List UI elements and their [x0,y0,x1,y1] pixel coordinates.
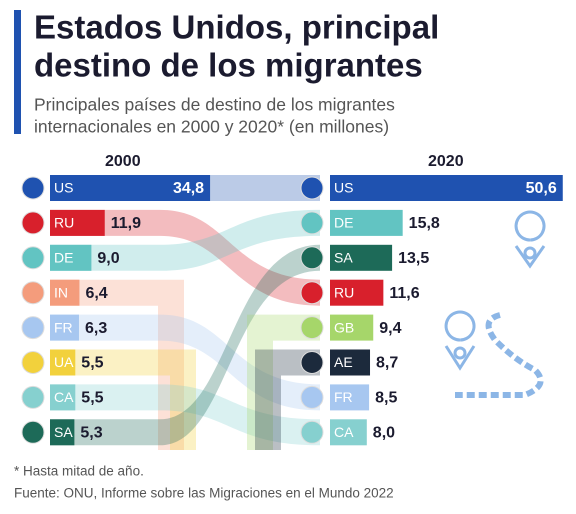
value-label: 5,3 [80,425,102,442]
note: * Hasta mitad de año. [14,464,144,479]
country-code: GB [334,319,354,335]
country-code: UA [54,354,74,370]
value-label: 5,5 [81,355,103,372]
bar [50,209,105,236]
country-code: SA [334,250,353,266]
bar [50,175,211,201]
flag [300,420,324,444]
subtitle: internacionales en 2000 y 2020* (en mill… [34,117,389,137]
country-code: AE [334,354,353,370]
accent-bar [14,10,21,134]
country-code: RU [54,215,74,231]
flag [300,246,324,270]
country-code: SA [54,424,73,440]
value-label: 15,8 [409,215,440,232]
ribbon [50,349,196,450]
flag [21,351,45,374]
bar [50,349,76,376]
value-label: 5,5 [81,390,103,407]
flag [300,351,324,374]
value-label: 50,6 [526,180,557,197]
flag [21,176,45,200]
value-label: 8,5 [375,390,397,407]
source: Fuente: ONU, Informe sobre las Migracion… [14,486,394,501]
flag [300,281,324,305]
country-code: CA [334,424,354,440]
value-label: 8,7 [376,355,398,372]
ribbon [50,384,320,446]
flag [21,316,45,340]
value-label: 9,4 [379,320,401,337]
value-label: 13,5 [398,250,429,267]
flag [300,385,324,409]
flag [21,281,45,305]
country-code: DE [334,215,353,231]
decoration [444,210,546,398]
country-code: RU [334,284,354,300]
value-label: 9,0 [97,250,119,267]
flag [21,246,45,270]
bar [330,244,393,271]
chart-title: Estados Unidos, principal [34,9,439,46]
bar [330,384,370,411]
value-label: 6,4 [85,285,107,302]
bar [50,419,75,446]
country-code: IN [54,284,68,300]
value-label: 11,6 [389,285,419,302]
subtitle: Principales países de destino de los mig… [34,95,395,115]
flag [21,211,45,235]
ribbon [255,349,320,450]
bar [330,314,374,341]
value-label: 8,0 [373,425,395,442]
flag [300,176,324,200]
country-code: DE [54,250,73,266]
ribbon [50,314,320,411]
flag [21,385,45,409]
header-2000: 2000 [105,153,141,170]
bar [330,349,371,376]
ribbon [50,209,320,271]
flag [300,316,324,340]
bar [330,419,367,446]
bar [50,384,76,411]
bar [50,314,79,341]
country-code: FR [334,389,353,405]
value-label: 6,3 [85,320,107,337]
ribbon [50,244,320,446]
value-label: 34,8 [173,180,204,197]
chart-title: destino de los migrantes [34,47,423,84]
country-code: US [54,180,73,196]
bar [50,244,92,271]
ribbon [247,314,320,450]
country-code: CA [54,389,74,405]
bar [330,209,403,236]
header-2020: 2020 [428,153,464,170]
ribbon [50,209,320,306]
flag [300,211,324,235]
bar [330,175,563,201]
bar [50,279,80,306]
value-label: 11,9 [111,215,141,232]
flag [21,420,45,444]
country-code: US [334,180,353,196]
country-code: FR [54,319,73,335]
bar [330,279,384,306]
